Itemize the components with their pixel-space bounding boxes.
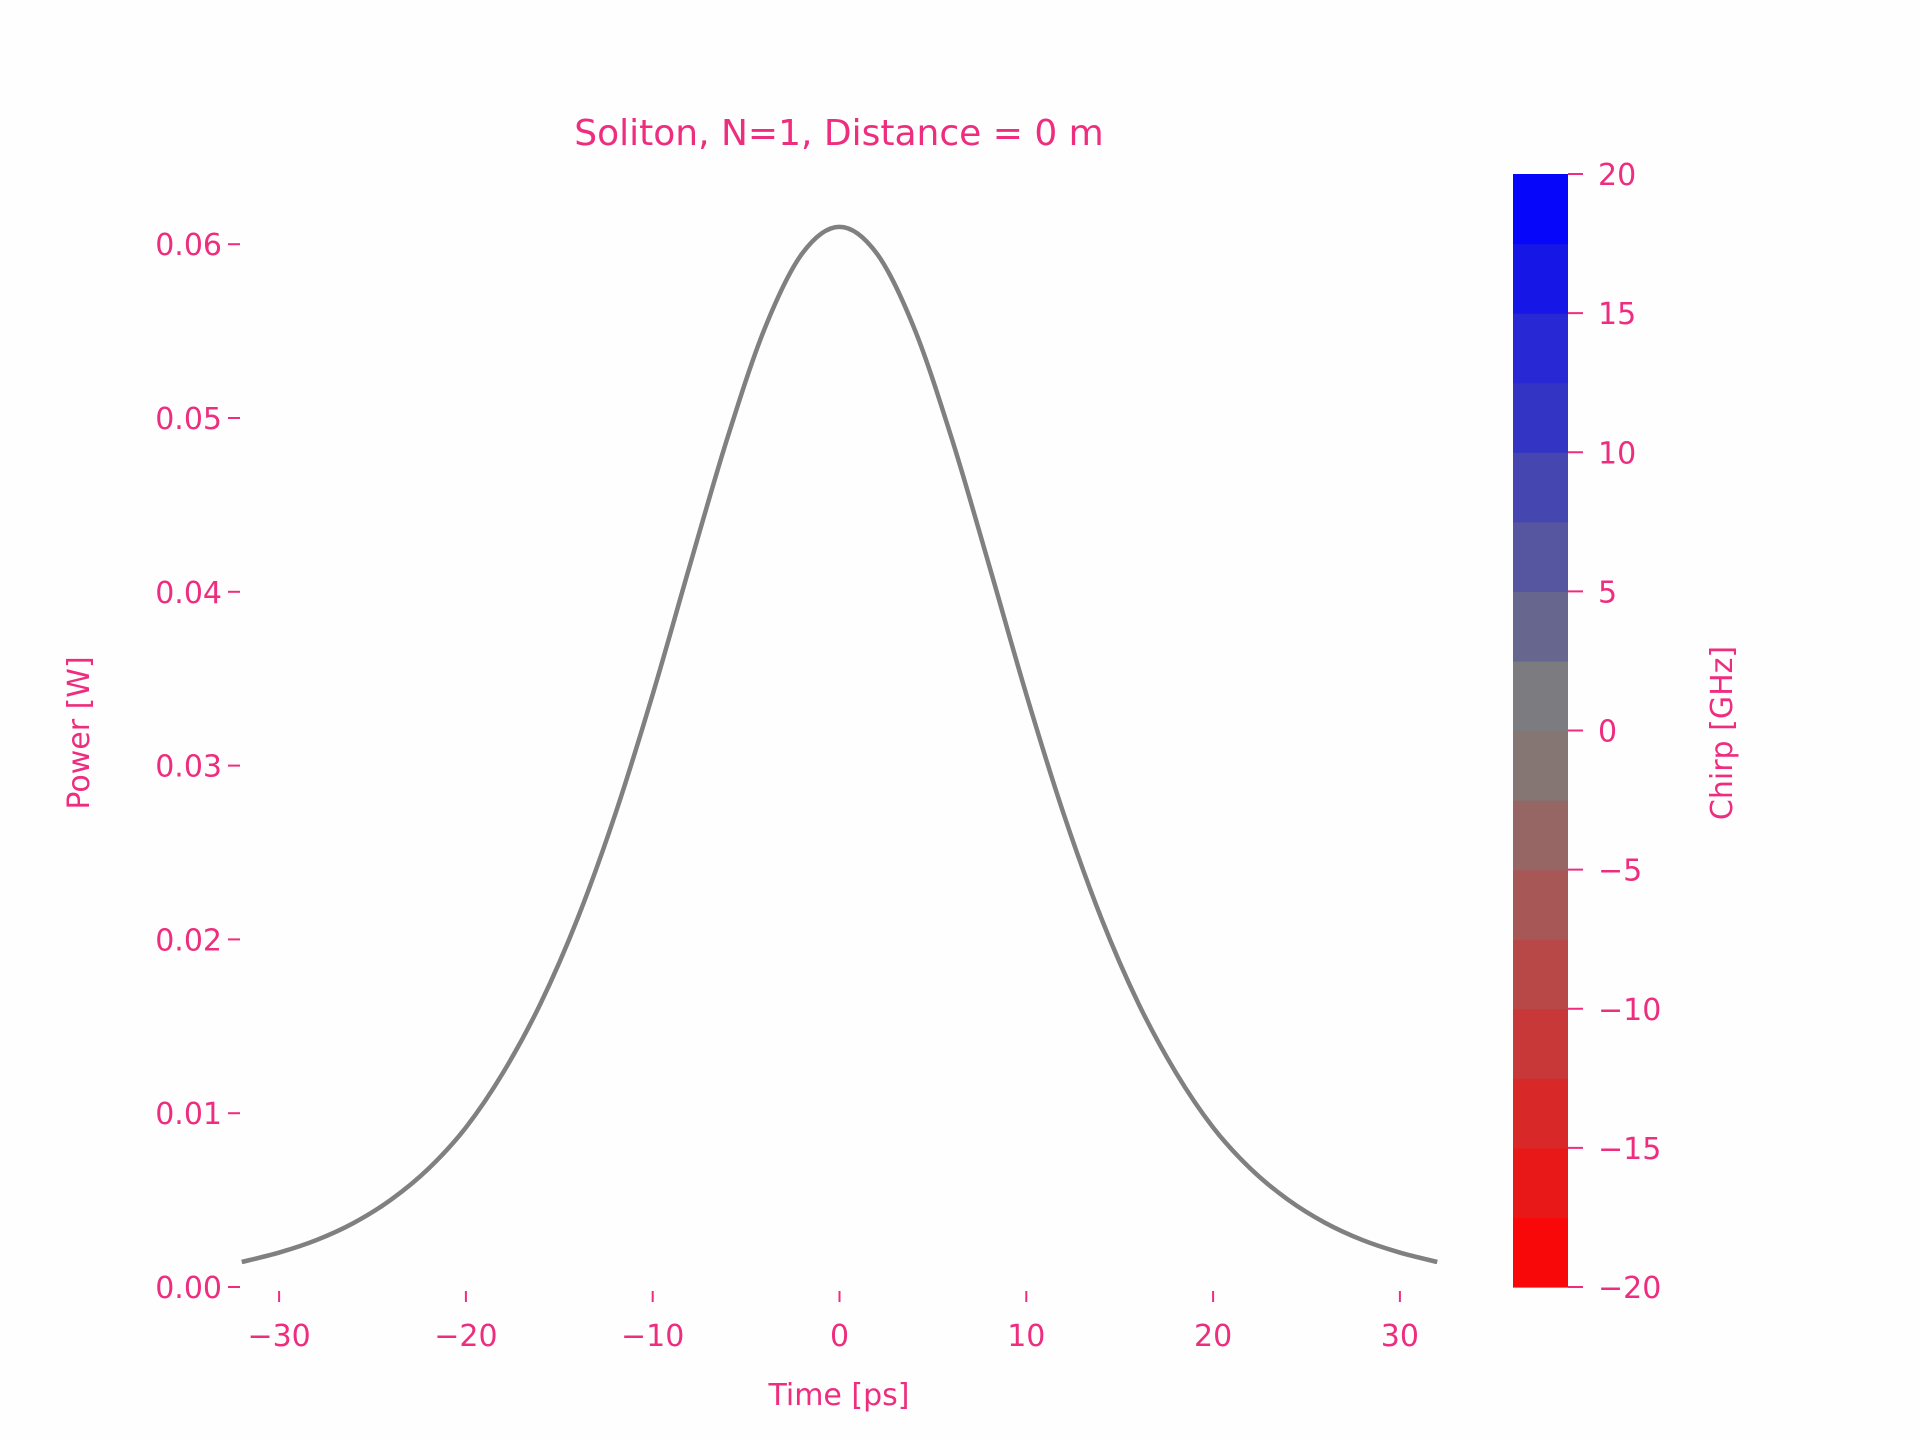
colorbar-segment — [1513, 730, 1568, 801]
colorbar-segment — [1513, 800, 1568, 871]
x-axis: −30 −20 −10 0 10 20 30 — [247, 1291, 1419, 1354]
y-axis: 0.00 0.01 0.02 0.03 0.04 0.05 0.06 — [155, 228, 240, 1306]
plot-area — [241, 224, 1438, 1265]
x-tick-label: −30 — [247, 1319, 310, 1354]
x-tick-label: 30 — [1381, 1319, 1419, 1354]
colorbar-tick-label: 20 — [1598, 158, 1636, 193]
y-tick-label: 0.00 — [155, 1271, 222, 1306]
y-tick-label: 0.04 — [155, 576, 222, 611]
colorbar-tick-label: 0 — [1598, 715, 1617, 750]
x-axis-label: Time [ps] — [767, 1378, 909, 1413]
colorbar-label: Chirp [GHz] — [1705, 646, 1740, 820]
x-tick-label: 20 — [1194, 1319, 1232, 1354]
chart-title: Soliton, N=1, Distance = 0 m — [574, 113, 1104, 154]
colorbar-segment — [1513, 591, 1568, 662]
colorbar-segment — [1513, 174, 1568, 245]
colorbar-segment — [1513, 939, 1568, 1010]
colorbar-segment — [1513, 1147, 1568, 1219]
colorbar-segment — [1513, 660, 1568, 732]
colorbar-segment — [1513, 1078, 1568, 1149]
x-tick-label: 0 — [830, 1319, 849, 1354]
colorbar-segment — [1513, 1008, 1568, 1079]
colorbar-tick-label: 15 — [1598, 297, 1636, 332]
colorbar-segment — [1513, 382, 1568, 453]
colorbar-segment — [1513, 452, 1568, 523]
colorbar-tick-label: 10 — [1598, 436, 1636, 471]
y-tick-label: 0.05 — [155, 402, 222, 437]
y-tick-label: 0.06 — [155, 228, 222, 263]
x-tick-label: −20 — [434, 1319, 497, 1354]
colorbar-tick-label: −5 — [1598, 854, 1642, 889]
colorbar-segment — [1513, 521, 1568, 592]
colorbar-segment — [1513, 313, 1568, 384]
x-tick-label: 10 — [1007, 1319, 1045, 1354]
power-curve — [241, 224, 1438, 1265]
colorbar-tick-label: 5 — [1598, 575, 1617, 610]
y-tick-label: 0.01 — [155, 1097, 222, 1132]
colorbar: −20 −15 −10 −5 0 5 10 15 20 — [1513, 158, 1661, 1306]
colorbar-segment — [1513, 869, 1568, 940]
y-axis-label: Power [W] — [62, 656, 97, 809]
colorbar-segment — [1513, 243, 1568, 314]
y-tick-label: 0.02 — [155, 923, 222, 958]
x-tick-label: −10 — [621, 1319, 684, 1354]
colorbar-tick-label: −10 — [1598, 993, 1661, 1028]
colorbar-tick-label: −15 — [1598, 1132, 1661, 1167]
colorbar-tick-label: −20 — [1598, 1271, 1661, 1306]
colorbar-segment — [1513, 1217, 1568, 1288]
y-tick-label: 0.03 — [155, 750, 222, 785]
